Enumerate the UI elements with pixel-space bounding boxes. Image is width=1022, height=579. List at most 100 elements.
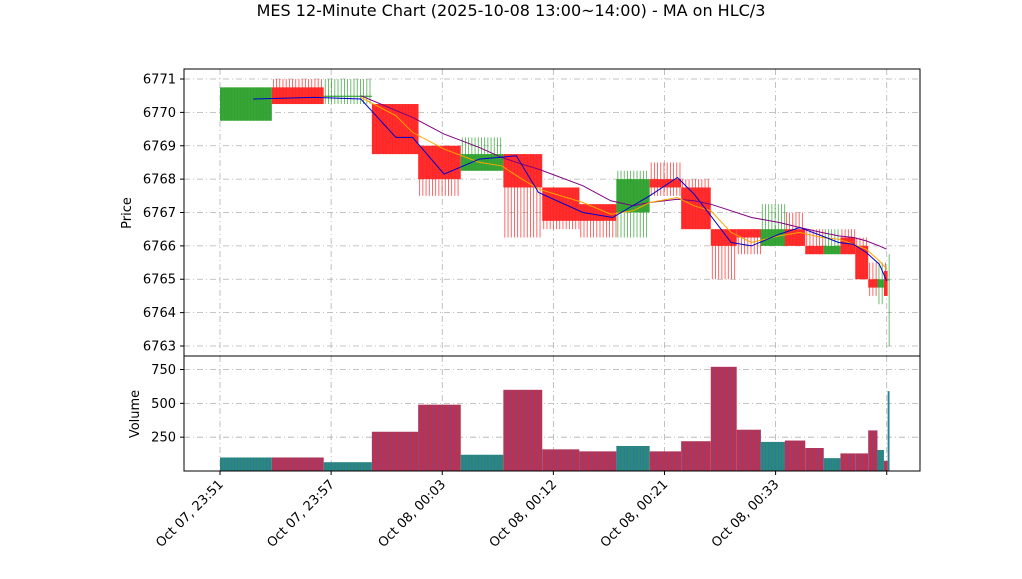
volume-bar-body	[503, 389, 543, 471]
volume-bar-body	[579, 451, 617, 471]
candle	[220, 87, 272, 121]
volume-bar	[503, 389, 543, 471]
volume-bar	[579, 451, 617, 471]
volume-bar	[736, 429, 761, 471]
candle	[616, 170, 650, 238]
volume-bar	[760, 441, 785, 471]
volume-bar-body	[460, 454, 504, 471]
candle	[323, 79, 372, 105]
volume-bar	[616, 445, 650, 471]
volume-bar	[460, 454, 504, 471]
chart-title: MES 12-Minute Chart (2025-10-08 13:00~14…	[257, 1, 766, 20]
candle-body	[868, 279, 878, 288]
candle	[855, 237, 869, 280]
volume-bar	[805, 448, 824, 471]
volume-bar	[883, 460, 888, 471]
candle-body	[805, 245, 824, 255]
volume-panel	[180, 355, 921, 475]
y-tick-label: 6767	[143, 206, 176, 221]
candle-body	[784, 229, 806, 246]
volume-bar	[868, 430, 878, 471]
x-tick-label: Oct 08, 00:33	[709, 477, 782, 550]
volume-bar	[418, 404, 461, 471]
candle	[649, 162, 682, 196]
volume-bar	[649, 451, 682, 471]
volume-bar-body	[760, 441, 785, 471]
candle-body	[840, 237, 856, 255]
volume-tick-label: 250	[151, 431, 176, 446]
volume-bar-body	[220, 457, 272, 471]
volume-bar	[840, 453, 856, 471]
volume-tick-label: 750	[151, 363, 176, 378]
volume-panel-frame	[183, 355, 921, 472]
y-tick-label: 6766	[143, 239, 176, 254]
volume-axis-label: Volume	[128, 390, 143, 438]
y-tick-label: 6768	[143, 173, 176, 188]
volume-bar	[784, 440, 806, 471]
x-tick-label: Oct 08, 00:12	[487, 477, 560, 550]
candle	[840, 229, 856, 255]
y-tick-label: 6764	[143, 306, 176, 321]
y-tick-label: 6770	[143, 106, 176, 121]
volume-bar-body	[877, 450, 884, 471]
volume-bar-body	[542, 449, 580, 471]
volume-bar-body	[855, 453, 869, 471]
candle	[503, 154, 543, 238]
y-axis-label: Price	[120, 197, 135, 229]
volume-bar-body	[887, 391, 890, 471]
x-tick-label: Oct 07, 23:51	[153, 477, 226, 550]
candle-body	[271, 87, 324, 105]
candle	[868, 262, 878, 296]
volume-bar	[855, 453, 869, 471]
volume-bar	[323, 462, 372, 471]
volume-bar	[271, 457, 324, 471]
candle	[710, 229, 737, 280]
candle-body	[371, 104, 419, 155]
y-tick-label: 6763	[143, 339, 176, 354]
volume-bar-body	[784, 440, 806, 471]
volume-bar-body	[371, 431, 419, 471]
candle-body	[877, 279, 884, 288]
candle-body	[681, 187, 711, 230]
volume-bar	[681, 441, 711, 471]
candle-body	[220, 87, 272, 121]
volume-bar	[877, 450, 884, 471]
x-tick-label: Oct 07, 23:57	[264, 477, 337, 550]
volume-bar	[371, 431, 419, 471]
candle	[681, 179, 711, 230]
candle-body	[710, 229, 737, 246]
volume-bar-body	[616, 445, 650, 471]
candle	[877, 262, 884, 305]
ma-fast-line	[253, 96, 888, 282]
candle-body	[418, 145, 461, 180]
candle	[371, 104, 419, 155]
candle	[418, 145, 461, 196]
candle-body	[616, 179, 650, 213]
y-tick-label: 6769	[143, 139, 176, 154]
candle	[784, 212, 806, 246]
volume-bar-body	[805, 448, 824, 471]
volume-bar	[887, 391, 890, 471]
ma-mid-line	[360, 96, 888, 270]
y-tick-label: 6765	[143, 273, 176, 288]
candle-body	[887, 279, 890, 281]
volume-bar-body	[883, 460, 888, 471]
candle-body	[736, 229, 761, 238]
volume-bar-body	[710, 366, 737, 471]
candle-body	[542, 187, 580, 221]
volume-bar-body	[840, 453, 856, 471]
candle	[271, 79, 324, 105]
candle	[542, 187, 580, 230]
x-tick-label: Oct 08, 00:21	[598, 477, 671, 550]
volume-bar-body	[823, 458, 841, 471]
candle-body	[323, 95, 372, 97]
volume-bar	[823, 458, 841, 471]
candle-body	[883, 270, 888, 296]
x-tick-label: Oct 08, 00:03	[376, 477, 449, 550]
candle-body	[823, 245, 841, 255]
candle	[805, 229, 824, 255]
volume-bar	[710, 366, 737, 471]
volume-bar-body	[736, 429, 761, 471]
